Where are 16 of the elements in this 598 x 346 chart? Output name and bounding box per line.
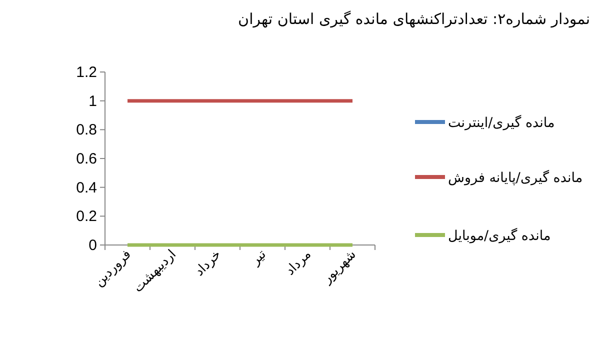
x-tick-label: اردیبهشت [130,247,180,296]
legend-label: مانده گیری/پایانه فروش [448,169,583,186]
legend-label: مانده گیری/موبایل [448,227,551,244]
y-tick-label: 0.4 [76,179,97,196]
y-tick-label: 0 [88,237,97,254]
y-tick-label: 0.2 [76,208,97,226]
y-tick-label: 1 [88,92,97,110]
x-tick-label: تیر [248,246,270,269]
y-tick-label: 0.8 [76,122,97,139]
y-tick-label: 0.6 [76,150,97,168]
x-tick-label: شهریور [319,247,360,288]
legend-label: مانده گیری/اینترنت [448,114,555,131]
y-tick-label: 1.2 [76,64,97,81]
x-tick-label: مرداد [282,247,314,279]
x-tick-label: خرداد [192,247,224,280]
text: نمودار شماره۲: تعدادتراکنشهای مانده گیری استان تهران [238,10,590,28]
